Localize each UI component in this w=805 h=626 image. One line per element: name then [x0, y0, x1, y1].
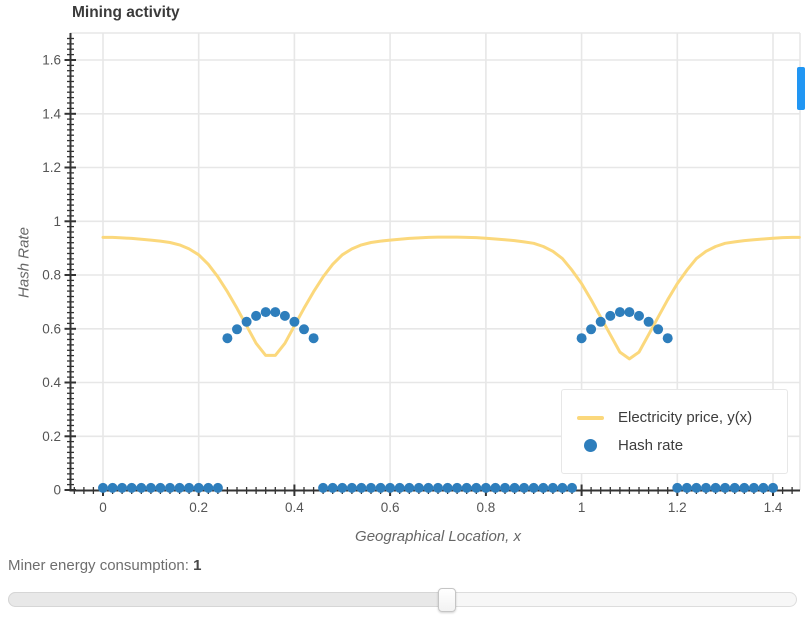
svg-text:1.4: 1.4 — [764, 500, 783, 515]
svg-text:1.4: 1.4 — [42, 106, 61, 121]
svg-text:1.2: 1.2 — [668, 500, 687, 515]
svg-text:0.6: 0.6 — [381, 500, 400, 515]
legend-label: Electricity price, y(x) — [618, 409, 753, 426]
svg-text:0: 0 — [53, 483, 61, 498]
legend-label: Hash rate — [618, 437, 684, 454]
svg-text:0.8: 0.8 — [477, 500, 496, 515]
slider-handle[interactable] — [438, 588, 456, 612]
svg-text:0.2: 0.2 — [189, 500, 208, 515]
svg-text:1: 1 — [53, 214, 61, 229]
line-swatch-icon — [577, 415, 604, 420]
svg-text:0.2: 0.2 — [42, 429, 61, 444]
plot-canvas: 0 0.2 0.4 0.6 0.8 1 1.2 1.4 0 0.2 0.4 0.6 0.8 1 1.2 1.4… — [42, 32, 801, 515]
chart-legend: Electricity price, y(x) Hash rate — [561, 389, 788, 474]
chart-title: Mining activity — [72, 4, 180, 21]
legend-item-hash-rate: Hash rate — [577, 437, 787, 454]
svg-text:0.6: 0.6 — [42, 321, 61, 336]
svg-text:0.8: 0.8 — [42, 268, 61, 283]
slider-value: 1 — [193, 557, 202, 574]
svg-text:1.6: 1.6 — [42, 53, 61, 68]
slider-label: Miner energy consumption: 1 — [8, 557, 201, 574]
svg-text:0.4: 0.4 — [285, 500, 304, 515]
dot-swatch-icon — [584, 439, 597, 452]
slider-fill — [8, 592, 447, 607]
svg-text:0.4: 0.4 — [42, 375, 61, 390]
svg-text:0: 0 — [99, 500, 107, 515]
svg-text:1.2: 1.2 — [42, 160, 61, 175]
x-axis-label: Geographical Location, x — [355, 528, 521, 545]
scrollbar-thumb[interactable] — [797, 67, 805, 110]
slider-label-text: Miner energy consumption: — [8, 557, 194, 574]
y-axis-label: Hash Rate — [15, 227, 33, 298]
legend-item-electricity-price: Electricity price, y(x) — [577, 409, 787, 426]
svg-text:1: 1 — [578, 500, 586, 515]
energy-consumption-slider[interactable] — [8, 588, 797, 612]
